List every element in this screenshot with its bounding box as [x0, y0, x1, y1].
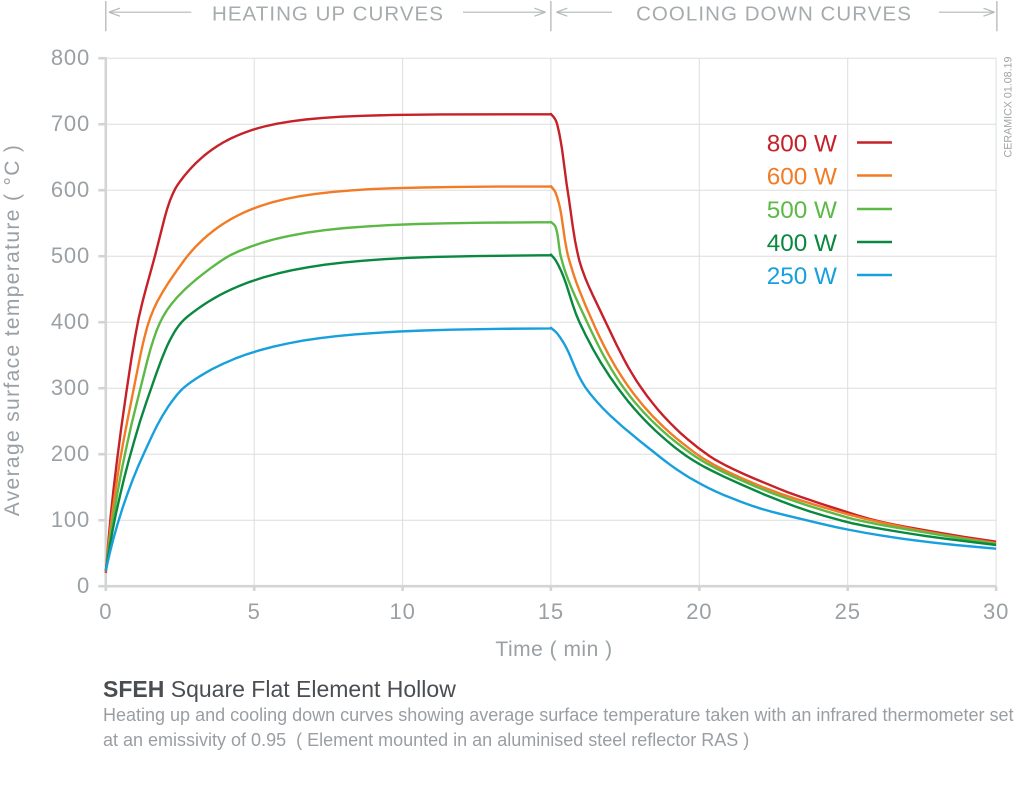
- svg-text:100: 100: [51, 507, 90, 532]
- svg-text:Time ( min ): Time ( min ): [495, 638, 612, 661]
- svg-text:500 W: 500 W: [767, 197, 837, 224]
- svg-text:15: 15: [538, 599, 564, 624]
- svg-text:at an emissivity of 0.95 ( El: at an emissivity of 0.95 ( Element mount…: [103, 730, 749, 750]
- svg-text:CERAMICX 01.08.19: CERAMICX 01.08.19: [1003, 56, 1015, 157]
- svg-text:700: 700: [51, 111, 90, 136]
- svg-text:600: 600: [51, 177, 90, 202]
- svg-text:600 W: 600 W: [767, 164, 837, 191]
- svg-text:10: 10: [390, 599, 416, 624]
- svg-text:25: 25: [835, 599, 861, 624]
- svg-text:500: 500: [51, 243, 90, 268]
- svg-text:HEATING UP CURVES: HEATING UP CURVES: [212, 3, 444, 26]
- svg-text:400 W: 400 W: [767, 230, 837, 257]
- svg-text:400: 400: [51, 309, 90, 334]
- svg-text:0: 0: [77, 573, 90, 598]
- svg-text:300: 300: [51, 375, 90, 400]
- svg-text:0: 0: [99, 599, 112, 624]
- svg-text:20: 20: [686, 599, 712, 624]
- svg-text:COOLING DOWN CURVES: COOLING DOWN CURVES: [636, 3, 912, 26]
- svg-text:Average surface temperature (: Average surface temperature ( °C ): [1, 144, 24, 517]
- svg-text:Heating up and cooling down cu: Heating up and cooling down curves showi…: [103, 705, 1014, 725]
- svg-text:SFEH Square Flat Element Hollo: SFEH Square Flat Element Hollow: [103, 676, 456, 702]
- svg-text:800: 800: [51, 45, 90, 70]
- svg-text:800 W: 800 W: [767, 131, 837, 158]
- svg-text:5: 5: [248, 599, 261, 624]
- svg-text:30: 30: [983, 599, 1009, 624]
- svg-text:200: 200: [51, 441, 90, 466]
- svg-text:250 W: 250 W: [767, 263, 837, 290]
